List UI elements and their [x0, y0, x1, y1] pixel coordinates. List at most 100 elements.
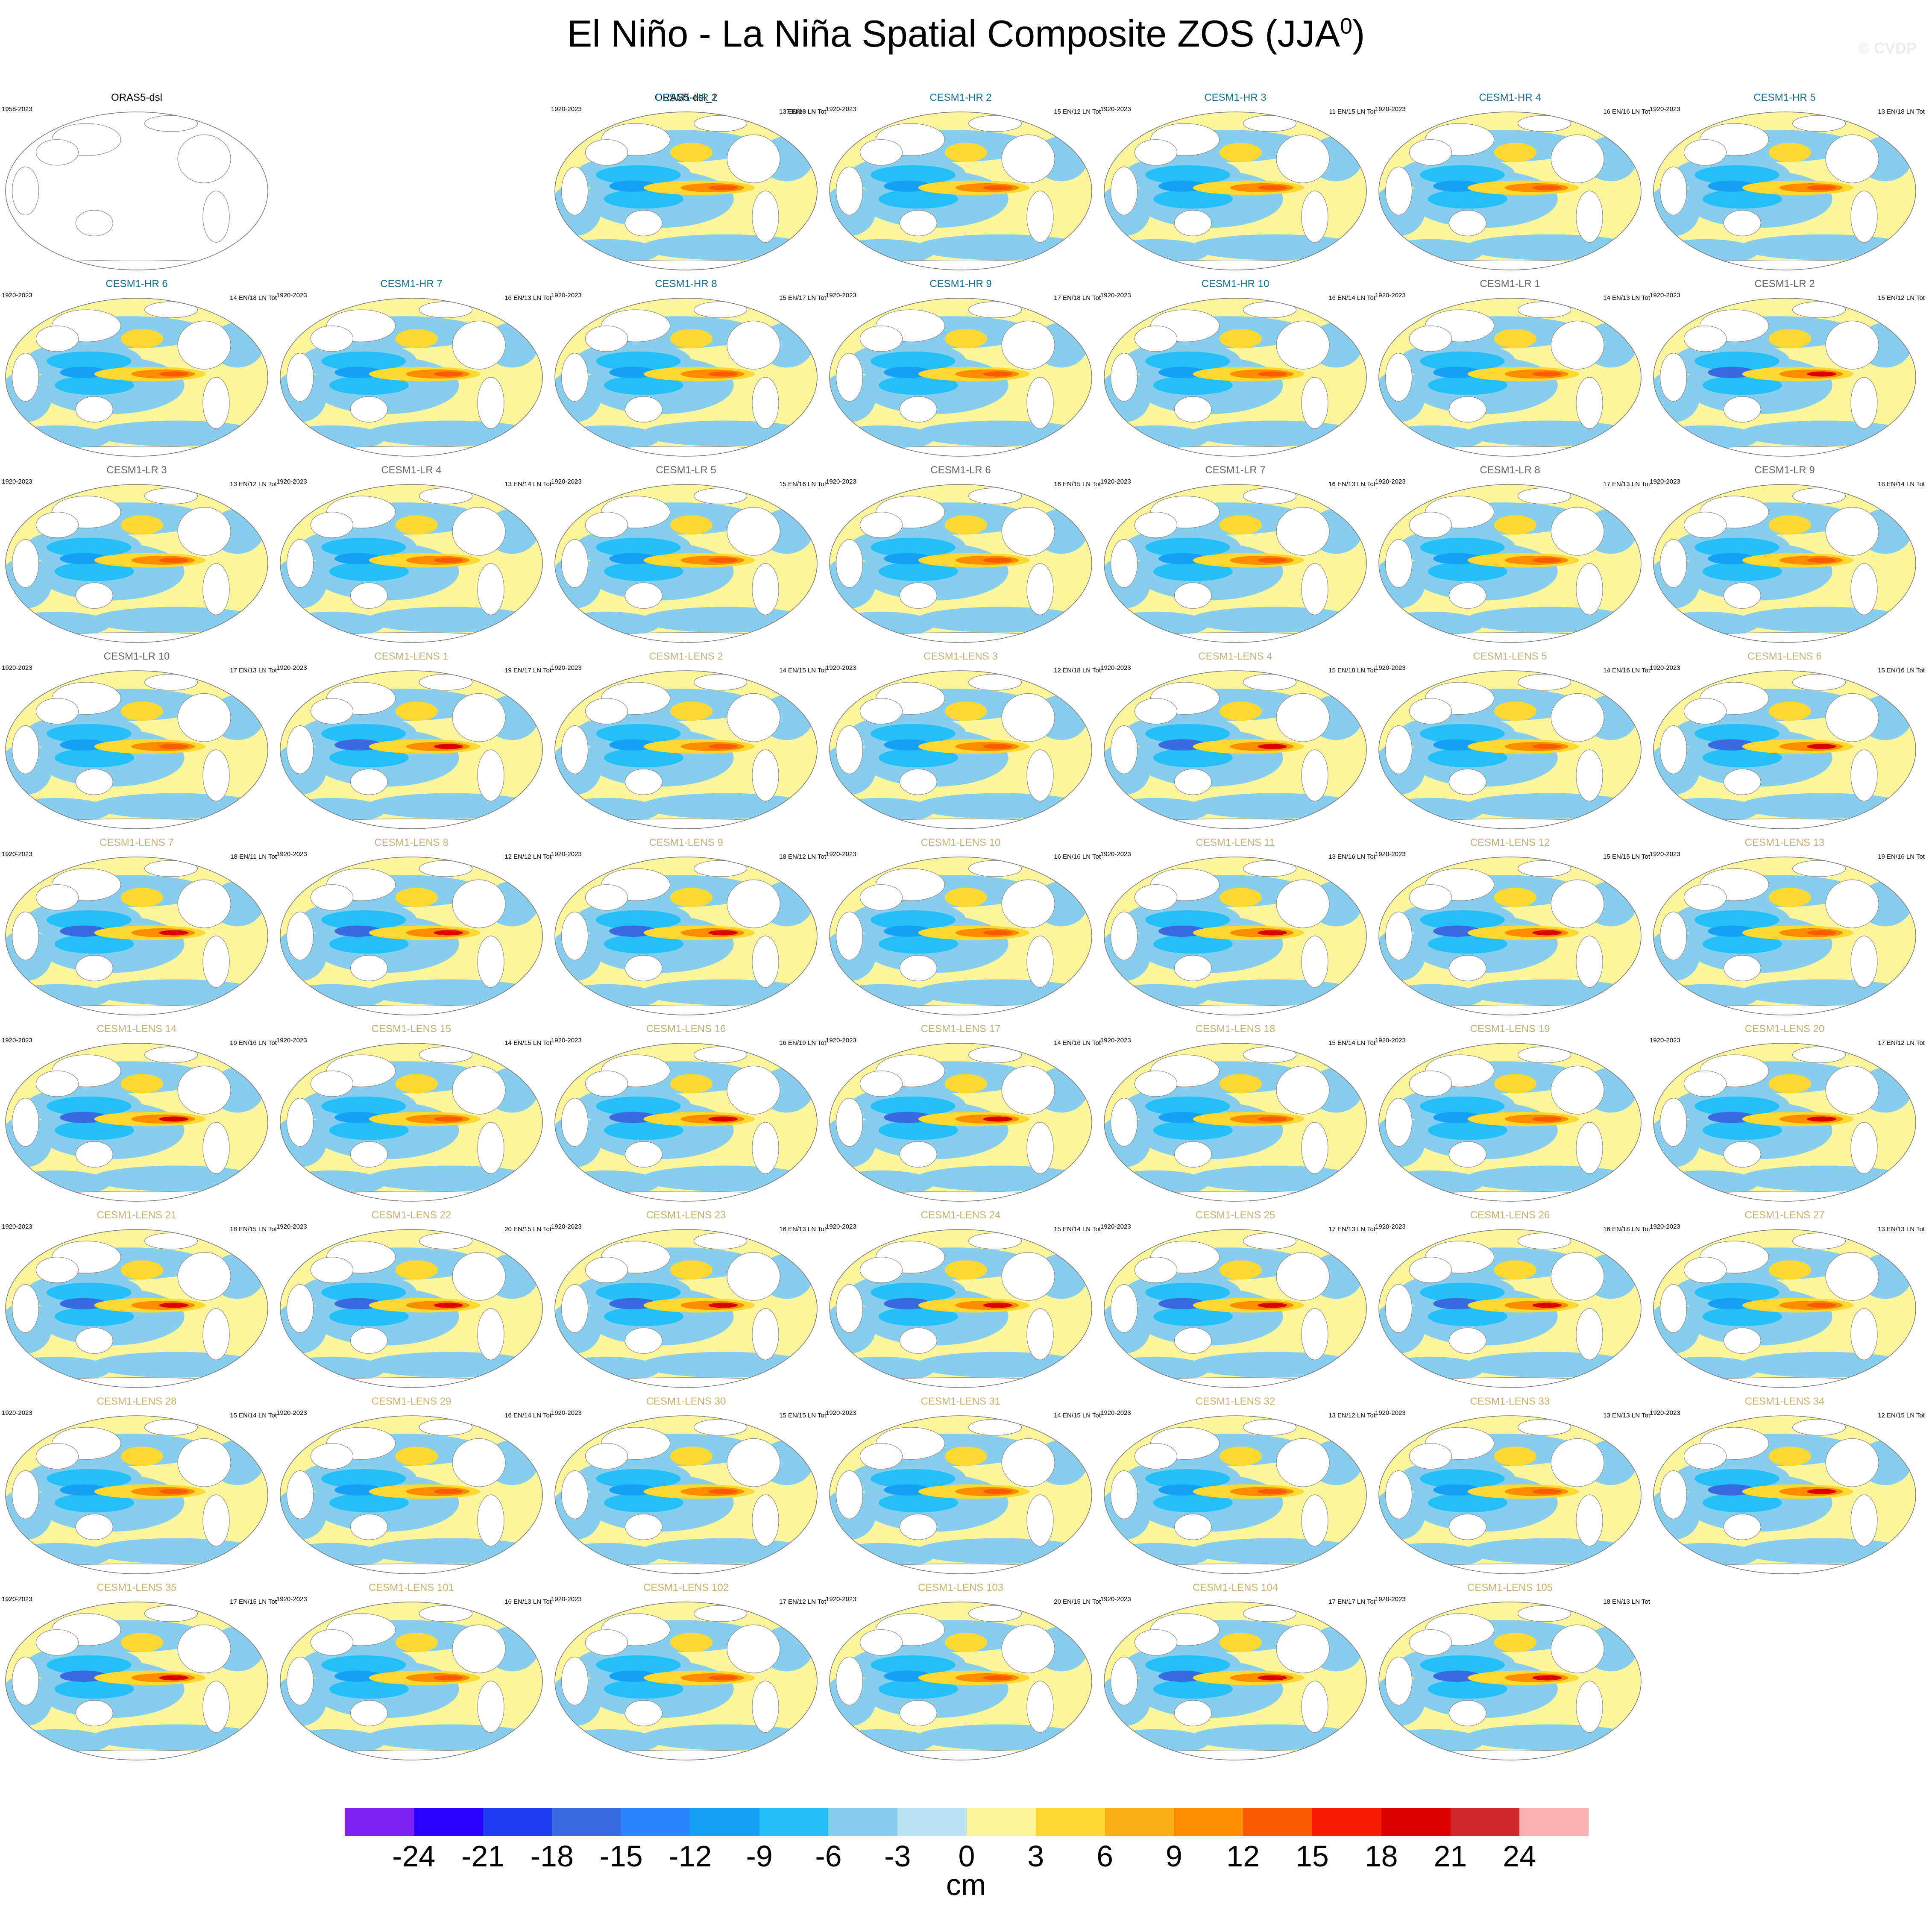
anomaly-region: [1219, 701, 1262, 721]
map-plot: [829, 298, 1092, 457]
landmass: [292, 1191, 531, 1201]
anomaly-region: [47, 351, 132, 371]
anomaly-region: [1428, 1679, 1507, 1699]
landmass: [1243, 674, 1297, 691]
landmass: [1576, 1122, 1603, 1174]
anomaly-region: [1258, 930, 1287, 936]
landmass: [1518, 115, 1571, 132]
map-outline: [554, 111, 818, 270]
landmass: [561, 1284, 589, 1333]
panel-title: CESM1-HR 2: [929, 92, 992, 103]
panel-years: 1920-2023: [826, 1409, 856, 1417]
anomaly-region: [878, 1679, 958, 1699]
landmass: [1001, 1438, 1055, 1487]
landmass: [1792, 115, 1846, 132]
anomaly-region: [159, 1675, 188, 1681]
landmass: [452, 320, 506, 370]
landmass: [727, 879, 780, 928]
anomaly-region: [1695, 165, 1780, 185]
anomaly-region: [1428, 748, 1507, 768]
panel-counts: 13 EN/14 LN Tot: [504, 481, 551, 488]
map-panel: ORAS5-dsl 1958-2023: [0, 92, 273, 271]
landmass: [12, 1098, 39, 1147]
panel-title: CESM1-LR 5: [656, 464, 716, 476]
panel-years: 1920-2023: [1100, 851, 1131, 858]
landmass: [17, 1377, 256, 1388]
landmass: [1659, 353, 1687, 402]
map-panel: CESM1-LENS 22 1920-2023 20 EN/15 LN Tot: [275, 1209, 551, 1389]
map-outline: [280, 1602, 543, 1760]
colorbar-swatch: [345, 1808, 414, 1836]
map-outline: [1378, 857, 1642, 1015]
map-plot: [1104, 111, 1367, 270]
anomaly-region: [596, 724, 681, 743]
anomaly-region: [1807, 1489, 1836, 1494]
anomaly-region: [47, 910, 132, 930]
landmass: [585, 1443, 628, 1470]
landmass: [286, 1470, 314, 1520]
anomaly-region: [54, 934, 134, 954]
landmass: [1116, 1750, 1355, 1760]
anomaly-region: [434, 1116, 463, 1122]
map-plot: [829, 1415, 1092, 1574]
landmass: [1792, 860, 1846, 877]
colorbar-tick-label: 18: [1364, 1840, 1398, 1873]
landmass: [202, 1494, 230, 1546]
landmass: [477, 749, 504, 801]
anomaly-region: [1739, 793, 1909, 819]
anomaly-region: [321, 1282, 406, 1302]
panel-counts: 19 EN/16 LN Tot: [230, 1039, 277, 1047]
landmass: [452, 1624, 506, 1673]
landmass: [1116, 1564, 1355, 1574]
anomaly-region: [1219, 1633, 1262, 1652]
anomaly-region: [1420, 724, 1505, 743]
landmass: [1390, 1005, 1630, 1015]
landmass: [1116, 260, 1355, 270]
anomaly-region: [596, 165, 681, 185]
anomaly-region: [434, 1303, 463, 1308]
landmass: [1276, 507, 1330, 556]
map-outline: [554, 484, 818, 643]
anomaly-region: [944, 701, 987, 721]
anomaly-region: [329, 376, 409, 395]
landmass: [859, 512, 903, 538]
landmass: [841, 1750, 1080, 1760]
map-outline: [1653, 484, 1916, 643]
map-plot: [1378, 1229, 1642, 1388]
anomaly-region: [54, 376, 134, 395]
landmass: [1551, 1624, 1604, 1673]
panel-title: CESM1-LENS 25: [1195, 1209, 1275, 1221]
landmass: [452, 1438, 506, 1487]
landmass: [1116, 1005, 1355, 1015]
landmass: [1110, 912, 1138, 961]
map-outline: [1653, 111, 1916, 270]
landmass: [1001, 134, 1055, 183]
panel-counts: 13 EN/18 LN Tot: [1878, 108, 1925, 115]
panel-title: CESM1-LR 8: [1480, 464, 1540, 476]
landmass: [1110, 725, 1138, 775]
map-plot: [1653, 1043, 1916, 1202]
landmass: [286, 1284, 314, 1333]
map-outline: [5, 111, 268, 270]
anomaly-region: [983, 557, 1012, 563]
anomaly-region: [1190, 1165, 1360, 1191]
anomaly-region: [1702, 1121, 1782, 1140]
map-plot: [280, 670, 543, 829]
landmass: [566, 819, 806, 829]
panel-counts: 16 EN/14 LN Tot: [1328, 294, 1375, 302]
map-panel: CESM1-LENS 7 1920-2023 18 EN/11 LN Tot: [0, 837, 277, 1016]
map-outline: [1378, 484, 1642, 643]
landmass: [1723, 1327, 1761, 1354]
landmass: [1276, 1438, 1330, 1487]
panel-years: 1920-2023: [551, 664, 582, 672]
landmass: [836, 725, 863, 775]
anomaly-region: [91, 607, 261, 633]
landmass: [1001, 320, 1055, 370]
map-panel: CESM1-LENS 13 1920-2023 19 EN/16 LN Tot: [1648, 837, 1925, 1016]
landmass: [1448, 769, 1486, 795]
landmass: [1134, 512, 1178, 538]
anomaly-region: [1258, 1675, 1287, 1681]
anomaly-region: [670, 701, 712, 721]
map-panel: CESM1-LENS 5 1920-2023 14 EN/16 LN Tot: [1373, 651, 1650, 830]
panel-title: CESM1-LENS 7: [100, 837, 174, 848]
